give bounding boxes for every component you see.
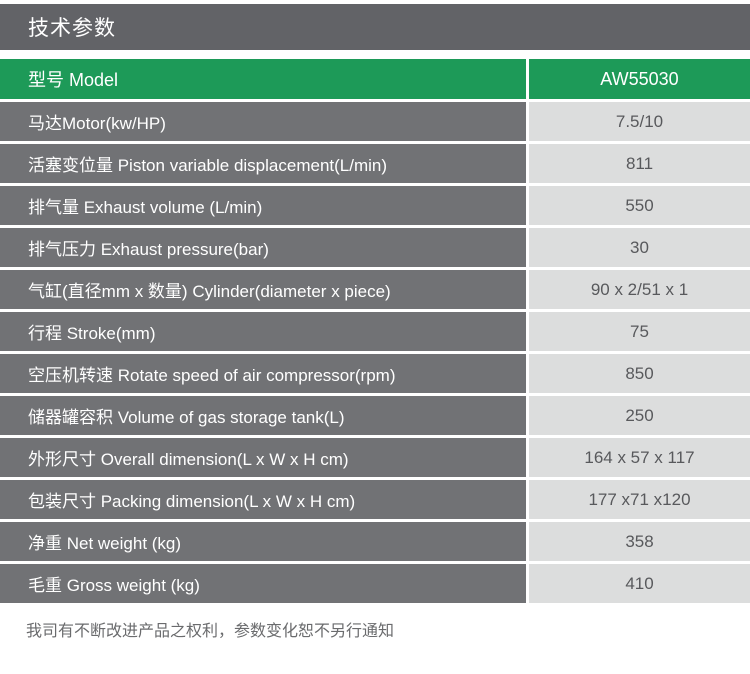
row-label: 外形尺寸 Overall dimension(L x W x H cm) <box>0 438 526 477</box>
table-row-motor: 马达Motor(kw/HP) 7.5/10 <box>0 102 750 141</box>
row-label: 马达Motor(kw/HP) <box>0 102 526 141</box>
row-value: 30 <box>529 228 750 267</box>
row-label: 毛重 Gross weight (kg) <box>0 564 526 603</box>
row-value: 410 <box>529 564 750 603</box>
row-label: 排气压力 Exhaust pressure(bar) <box>0 228 526 267</box>
table-row-piston-displacement: 活塞变位量 Piston variable displacement(L/min… <box>0 144 750 183</box>
table-row-tank-volume: 储器罐容积 Volume of gas storage tank(L) 250 <box>0 396 750 435</box>
row-value: 250 <box>529 396 750 435</box>
row-value: 164 x 57 x 117 <box>529 438 750 477</box>
model-value: AW55030 <box>529 59 750 99</box>
row-label: 排气量 Exhaust volume (L/min) <box>0 186 526 225</box>
table-header-row: 型号 Model AW55030 <box>0 59 750 99</box>
table-row-rotate-speed: 空压机转速 Rotate speed of air compressor(rpm… <box>0 354 750 393</box>
row-value: 850 <box>529 354 750 393</box>
table-row-overall-dimension: 外形尺寸 Overall dimension(L x W x H cm) 164… <box>0 438 750 477</box>
row-value: 75 <box>529 312 750 351</box>
row-label: 包装尺寸 Packing dimension(L x W x H cm) <box>0 480 526 519</box>
model-label: 型号 Model <box>0 59 526 99</box>
table-row-packing-dimension: 包装尺寸 Packing dimension(L x W x H cm) 177… <box>0 480 750 519</box>
row-label: 空压机转速 Rotate speed of air compressor(rpm… <box>0 354 526 393</box>
table-row-gross-weight: 毛重 Gross weight (kg) 410 <box>0 564 750 603</box>
table-row-exhaust-pressure: 排气压力 Exhaust pressure(bar) 30 <box>0 228 750 267</box>
row-value: 811 <box>529 144 750 183</box>
row-label: 气缸(直径mm x 数量) Cylinder(diameter x piece) <box>0 270 526 309</box>
row-label: 行程 Stroke(mm) <box>0 312 526 351</box>
table-row-exhaust-volume: 排气量 Exhaust volume (L/min) 550 <box>0 186 750 225</box>
spec-table: 型号 Model AW55030 马达Motor(kw/HP) 7.5/10 活… <box>0 59 750 603</box>
row-value: 90 x 2/51 x 1 <box>529 270 750 309</box>
table-row-stroke: 行程 Stroke(mm) 75 <box>0 312 750 351</box>
row-value: 358 <box>529 522 750 561</box>
row-label: 净重 Net weight (kg) <box>0 522 526 561</box>
row-label: 活塞变位量 Piston variable displacement(L/min… <box>0 144 526 183</box>
table-row-net-weight: 净重 Net weight (kg) 358 <box>0 522 750 561</box>
row-value: 7.5/10 <box>529 102 750 141</box>
section-title: 技术参数 <box>28 17 116 40</box>
row-value: 177 x71 x120 <box>529 480 750 519</box>
row-label: 储器罐容积 Volume of gas storage tank(L) <box>0 396 526 435</box>
disclaimer-note: 我司有不断改进产品之权利，参数变化恕不另行通知 <box>26 623 395 640</box>
table-row-cylinder: 气缸(直径mm x 数量) Cylinder(diameter x piece)… <box>0 270 750 309</box>
section-header: 技术参数 <box>0 4 750 50</box>
row-value: 550 <box>529 186 750 225</box>
